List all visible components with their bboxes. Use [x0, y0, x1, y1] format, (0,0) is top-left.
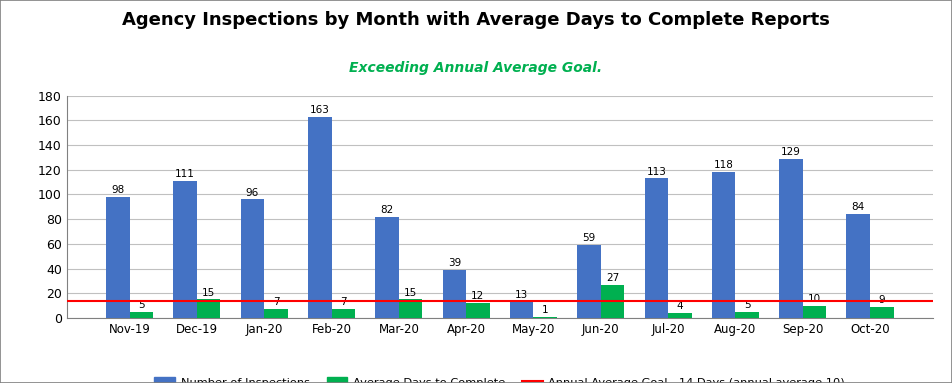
Bar — [870, 307, 894, 318]
Bar — [466, 303, 489, 318]
Text: 39: 39 — [447, 258, 461, 268]
Text: 96: 96 — [246, 188, 259, 198]
Bar — [533, 317, 557, 318]
Text: 15: 15 — [202, 288, 215, 298]
Bar — [106, 197, 129, 318]
Bar — [803, 306, 826, 318]
Text: 4: 4 — [677, 301, 684, 311]
Text: 12: 12 — [471, 291, 485, 301]
Text: 59: 59 — [583, 233, 596, 243]
Bar — [712, 172, 735, 318]
Text: 13: 13 — [515, 290, 528, 300]
Legend: Number of Inspections, Average Days to Complete, Annual Average Goal - 14 Days (: Number of Inspections, Average Days to C… — [149, 372, 850, 383]
Bar — [601, 285, 625, 318]
Bar — [375, 217, 399, 318]
Text: 7: 7 — [272, 298, 279, 308]
Bar — [735, 312, 759, 318]
Text: 5: 5 — [744, 300, 750, 310]
Bar — [307, 117, 331, 318]
Text: 27: 27 — [605, 273, 619, 283]
Bar — [129, 312, 153, 318]
Bar — [645, 178, 668, 318]
Text: 5: 5 — [138, 300, 145, 310]
Bar — [399, 300, 423, 318]
Text: 111: 111 — [175, 169, 195, 179]
Bar — [265, 309, 288, 318]
Bar — [443, 270, 466, 318]
Text: 118: 118 — [714, 160, 734, 170]
Bar — [331, 309, 355, 318]
Text: 10: 10 — [808, 294, 821, 304]
Text: 163: 163 — [309, 105, 329, 115]
Text: 113: 113 — [646, 167, 666, 177]
Bar — [241, 200, 265, 318]
Text: 15: 15 — [404, 288, 417, 298]
Text: Exceeding Annual Average Goal.: Exceeding Annual Average Goal. — [349, 61, 603, 75]
Text: 82: 82 — [381, 205, 394, 215]
Text: 7: 7 — [340, 298, 347, 308]
Bar — [779, 159, 803, 318]
Bar — [668, 313, 692, 318]
Text: Agency Inspections by Month with Average Days to Complete Reports: Agency Inspections by Month with Average… — [122, 11, 830, 29]
Bar — [197, 300, 221, 318]
Bar — [510, 302, 533, 318]
Bar — [577, 245, 601, 318]
Bar — [173, 181, 197, 318]
Text: 9: 9 — [879, 295, 885, 305]
Text: 84: 84 — [852, 202, 864, 212]
Text: 1: 1 — [542, 305, 548, 315]
Text: 98: 98 — [111, 185, 125, 195]
Text: 129: 129 — [781, 147, 801, 157]
Bar — [846, 214, 870, 318]
